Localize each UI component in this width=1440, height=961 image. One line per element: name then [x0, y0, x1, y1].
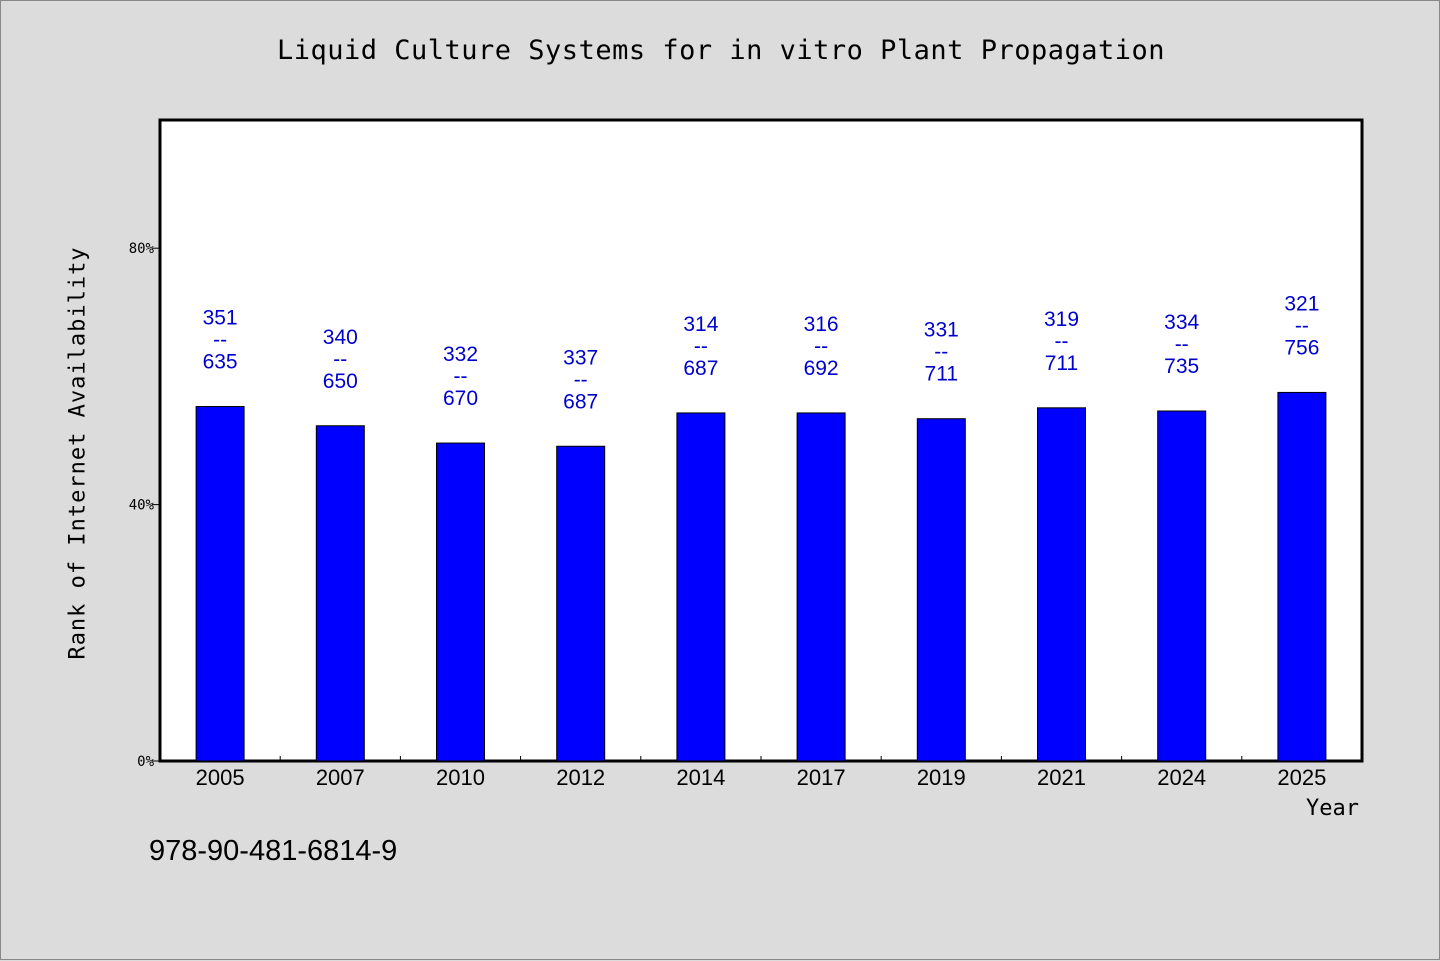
data-label: 635 [203, 351, 238, 374]
isbn-label: 978-90-481-6814-9 [149, 835, 398, 867]
x-tick-label: 2007 [316, 765, 365, 790]
data-label: -- [333, 348, 347, 371]
y-tick-label: 0% [137, 754, 154, 770]
data-label: 321 [1284, 292, 1319, 315]
data-label: -- [213, 329, 227, 352]
bar-2010 [436, 442, 485, 762]
x-tick-label: 2005 [196, 765, 245, 790]
data-label: 692 [804, 357, 839, 380]
data-label: -- [1295, 314, 1309, 337]
bar-2019 [916, 418, 966, 762]
bar-2017 [796, 412, 846, 762]
bar-2014 [676, 412, 726, 762]
data-label: 687 [563, 390, 598, 413]
x-axis-title: Year [1306, 796, 1359, 821]
x-tick-label: 2010 [436, 765, 485, 790]
bar-2024 [1157, 410, 1207, 762]
x-tick-label: 2012 [556, 765, 605, 790]
data-label: -- [1055, 330, 1069, 353]
data-label: 340 [323, 326, 358, 349]
data-label: 351 [203, 307, 238, 330]
data-label: 316 [804, 313, 839, 336]
data-label: 670 [443, 387, 478, 410]
x-tick-label: 2021 [1037, 765, 1086, 790]
x-tick-label: 2017 [797, 765, 846, 790]
bar-2007 [315, 425, 365, 762]
data-label: 687 [683, 357, 718, 380]
y-axis-title: Rank of Internet Availability [65, 246, 91, 660]
x-tick-label: 2025 [1277, 765, 1326, 790]
data-label: 650 [323, 370, 358, 393]
data-label: 756 [1284, 336, 1319, 359]
y-tick-label: 80% [129, 241, 155, 257]
chart-title: Liquid Culture Systems for in vitro Plan… [276, 35, 1166, 66]
data-label: 711 [925, 363, 958, 386]
data-label: -- [574, 368, 588, 391]
bar-2025 [1277, 391, 1327, 762]
data-label: -- [694, 335, 708, 358]
y-tick-label: 40% [129, 498, 155, 514]
data-label: -- [454, 365, 468, 388]
x-tick-label: 2019 [917, 765, 966, 790]
data-label: 711 [1045, 352, 1078, 375]
data-label: 332 [443, 343, 478, 366]
data-label: 331 [924, 319, 959, 342]
data-label: -- [814, 335, 828, 358]
data-label: 334 [1164, 311, 1199, 334]
x-tick-label: 2014 [676, 765, 725, 790]
data-label: 337 [563, 346, 598, 369]
data-label: -- [1175, 333, 1189, 356]
data-label: -- [934, 341, 948, 364]
bar-2012 [556, 445, 606, 762]
x-tick-label: 2024 [1157, 765, 1206, 790]
data-label: 314 [683, 313, 718, 336]
bar-2021 [1037, 407, 1086, 762]
data-label: 319 [1044, 308, 1079, 331]
data-label: 735 [1164, 355, 1199, 378]
bar-2005 [195, 406, 245, 762]
